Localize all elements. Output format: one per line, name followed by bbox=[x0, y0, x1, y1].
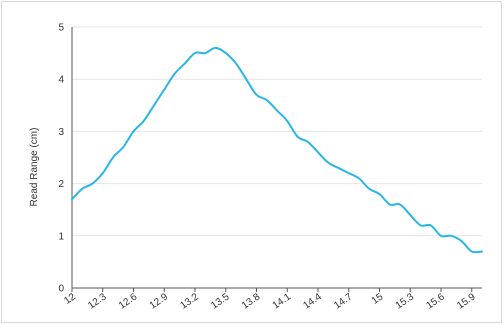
x-tick-label: 14.4 bbox=[301, 291, 324, 311]
y-tick-label: 3 bbox=[58, 127, 64, 138]
x-tick-label: 15.6 bbox=[424, 291, 447, 311]
x-tick-label: 12.9 bbox=[148, 291, 171, 311]
x-tick-label: 15.9 bbox=[455, 291, 478, 311]
y-tick-label: 4 bbox=[58, 75, 64, 86]
x-tick-label: 12.6 bbox=[117, 291, 140, 311]
y-tick-label: 5 bbox=[58, 23, 64, 34]
grid-lines bbox=[72, 26, 482, 237]
axes bbox=[71, 27, 482, 289]
y-tick-label: 1 bbox=[58, 231, 64, 242]
x-tick-label: 14.7 bbox=[332, 291, 355, 311]
x-tick-label: 15.3 bbox=[394, 291, 417, 311]
x-tick-label: 12 bbox=[62, 291, 78, 307]
x-tick-label: 13.8 bbox=[240, 291, 263, 311]
series-line bbox=[71, 46, 483, 254]
x-tick-label: 14.1 bbox=[271, 291, 294, 311]
x-tick-label: 13.2 bbox=[178, 291, 201, 311]
x-tick-labels: 12 12.3 12.6 12.9 13.2 13.5 13.8 14.1 14.4 14.7 15… bbox=[62, 288, 478, 312]
x-tick-label: 12.3 bbox=[86, 291, 109, 311]
x-tick-label: 15 bbox=[370, 291, 386, 307]
y-tick-label: 0 bbox=[58, 284, 64, 295]
series-group bbox=[71, 46, 483, 254]
x-tick-label: 13.5 bbox=[209, 291, 232, 311]
y-tick-labels: 0 1 2 3 4 5 bbox=[58, 23, 64, 295]
y-tick-label: 2 bbox=[58, 179, 64, 190]
y-axis-label: Read Range (cm) bbox=[29, 128, 40, 207]
